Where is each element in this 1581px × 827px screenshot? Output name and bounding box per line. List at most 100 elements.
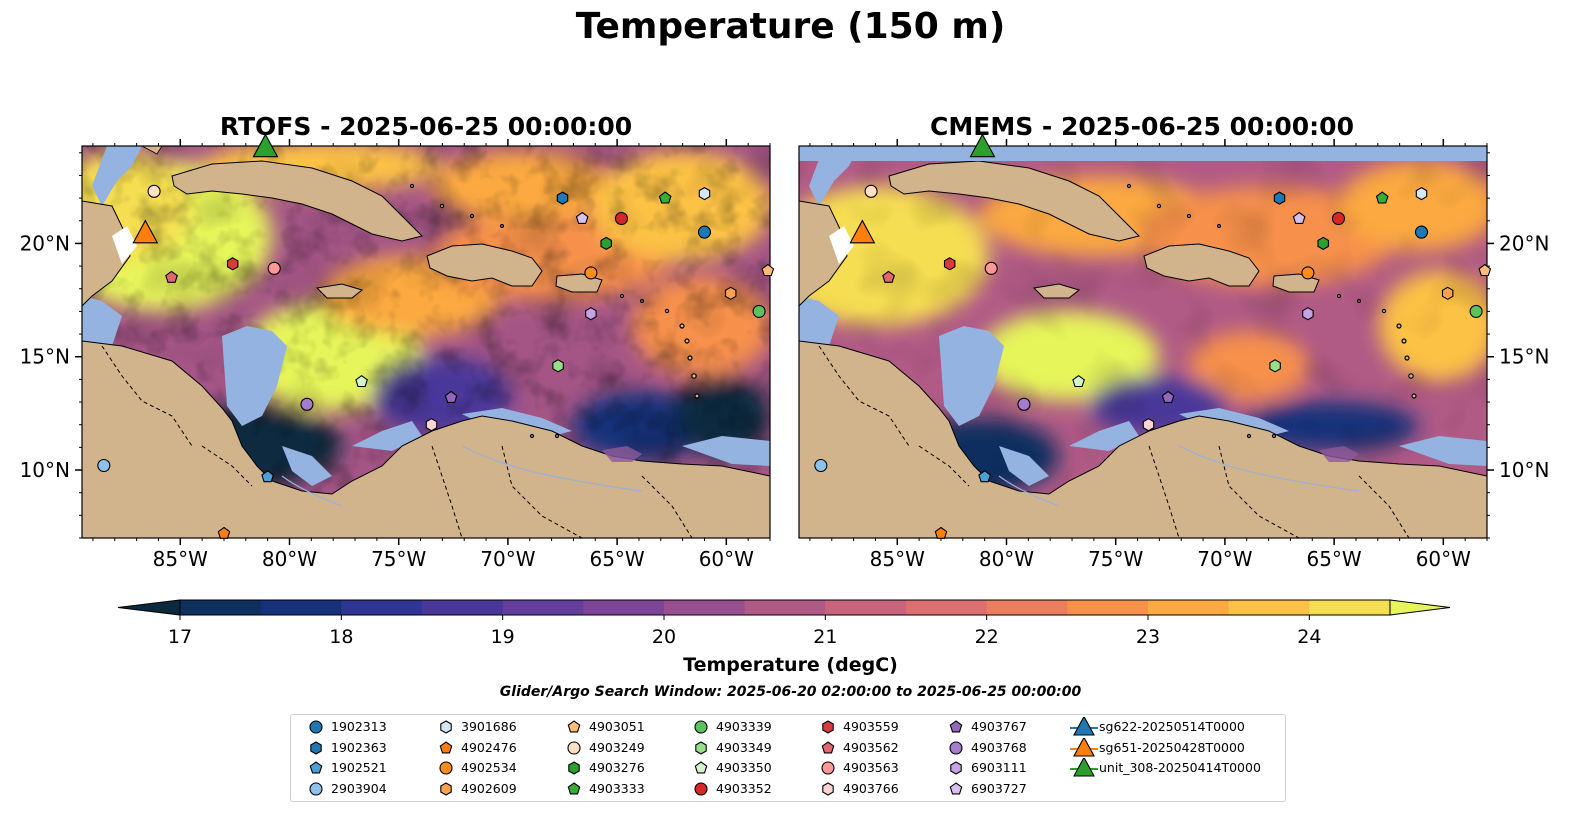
colorbar-bin [1148,600,1230,615]
float-marker-4903051 [761,263,775,277]
float-marker-4902534 [1301,266,1315,280]
lat-tick-label: 15°N [20,345,70,369]
legend-icon [694,761,708,774]
lon-tick-label: 75°W [1088,547,1143,571]
legend-icon [821,740,835,753]
legend-icon [567,740,581,755]
lon-tick-label: 65°W [589,547,644,571]
colorbar-tick-label: 20 [652,626,676,648]
glider-marker-unit_308-20250414T0000 [969,133,996,158]
legend-label: 4903767 [971,719,1027,734]
legend-label: 4903768 [971,739,1027,755]
float-marker-4902609 [1441,286,1454,300]
float-marker-2903904 [97,458,111,473]
colorbar-bin [422,600,504,615]
legend-marker [439,740,453,753]
glider-marker-unit_308-20250414T0000 [252,133,279,158]
legend-label: 4903559 [843,719,899,734]
colorbar-bin [180,600,262,615]
float-marker-4903333 [1375,191,1389,204]
float-marker-4903352 [614,211,629,226]
legend-label: 4903339 [716,719,772,734]
colorbar-bin [986,600,1068,615]
legend-icon [440,781,452,796]
legend-icon [310,740,322,755]
float-marker-4903350 [1072,375,1085,388]
float-marker-4903333 [658,191,672,204]
legend-icon [949,720,963,733]
legend-icon [949,781,963,794]
lon-tick-label: 60°W [699,547,754,571]
glider-marker-sg651-20250428T0000 [132,219,159,244]
colorbar-tick-label: 22 [975,626,999,648]
lon-tick-label: 70°W [480,547,535,571]
legend-marker [567,781,581,794]
legend-icon [439,761,453,775]
legend-marker [309,761,323,774]
float-marker-6903111 [1302,307,1314,321]
panel-1-markers [814,133,1492,539]
float-marker-6903727 [1292,211,1306,224]
legend-marker [1070,717,1098,736]
lon-tick-label: 80°W [979,547,1034,571]
legend-icon [1073,758,1095,777]
legend-label: 3901686 [461,719,517,734]
lon-tick-label: 80°W [262,547,317,571]
legend-label: 1902521 [331,760,387,775]
lon-tick-label: 85°W [153,547,208,571]
colorbar-bin [664,600,746,615]
legend-label: 4902534 [461,760,517,775]
float-marker-3901686 [698,186,711,201]
float-marker-6903111 [585,307,597,321]
float-marker-4903767 [1161,390,1175,403]
legend-marker [440,720,452,734]
float-marker-1902313 [1414,225,1429,239]
float-marker-4903766 [425,418,438,432]
legend-marker [567,740,581,755]
legend-marker [949,740,963,755]
float-marker-1902521 [261,470,275,483]
colorbar-tick-label: 24 [1297,626,1321,648]
colorbar-tick-label: 23 [1136,626,1160,648]
glider-marker-sg651-20250428T0000 [849,219,876,244]
legend-icon [822,720,834,734]
legend-label: 6903111 [971,760,1027,775]
float-marker-4903352 [1331,211,1346,226]
float-marker-4903563 [984,261,998,275]
legend-label: 4903562 [843,739,899,755]
float-marker-6903727 [575,211,589,224]
colorbar-tick-label: 21 [813,626,837,648]
map-figure: 85°W 80°W 75°W 70°W 65°W 60°W 20°N 15°N 10°N 85°W… [20,133,1549,648]
lat-tick-label: 20°N [20,231,70,255]
colorbar-tick-label: 18 [329,626,353,648]
lat-tick-label: 10°N [20,458,70,482]
legend-label: 4902609 [461,780,517,796]
legend-marker [949,781,963,794]
legend: 1902313 1902363 1902521 2903904 3901686 49024… [290,714,1286,802]
legend-marker [309,720,323,734]
colorbar-frame [179,599,1391,616]
legend-icon [694,781,708,796]
lat-tick-label: 10°N [1499,458,1549,482]
legend-marker [822,720,834,734]
search-window-text: Glider/Argo Search Window: 2025-06-20 02… [499,684,1082,700]
legend-label: 4903563 [843,760,899,775]
legend-marker [1070,737,1098,757]
lon-tick-label: 70°W [1197,547,1252,571]
colorbar-extend-max [1389,599,1451,616]
float-marker-4902476 [934,526,948,539]
float-marker-4903276 [600,236,612,251]
legend-label: 4903352 [716,780,772,796]
legend-icon [567,781,581,794]
float-marker-4903562 [165,270,178,283]
lon-tick-label: 60°W [1416,547,1471,571]
legend-label: 4902476 [461,739,517,755]
legend-label: 1902313 [331,719,387,734]
colorbar-bin [502,600,584,615]
legend-label: 4903249 [589,739,645,755]
legend-icon [1073,717,1095,736]
legend-icon [439,740,453,753]
legend-label: sg622-20250514T0000 [1099,719,1245,734]
legend-marker [694,781,708,796]
colorbar-tick-label: 17 [168,626,192,648]
